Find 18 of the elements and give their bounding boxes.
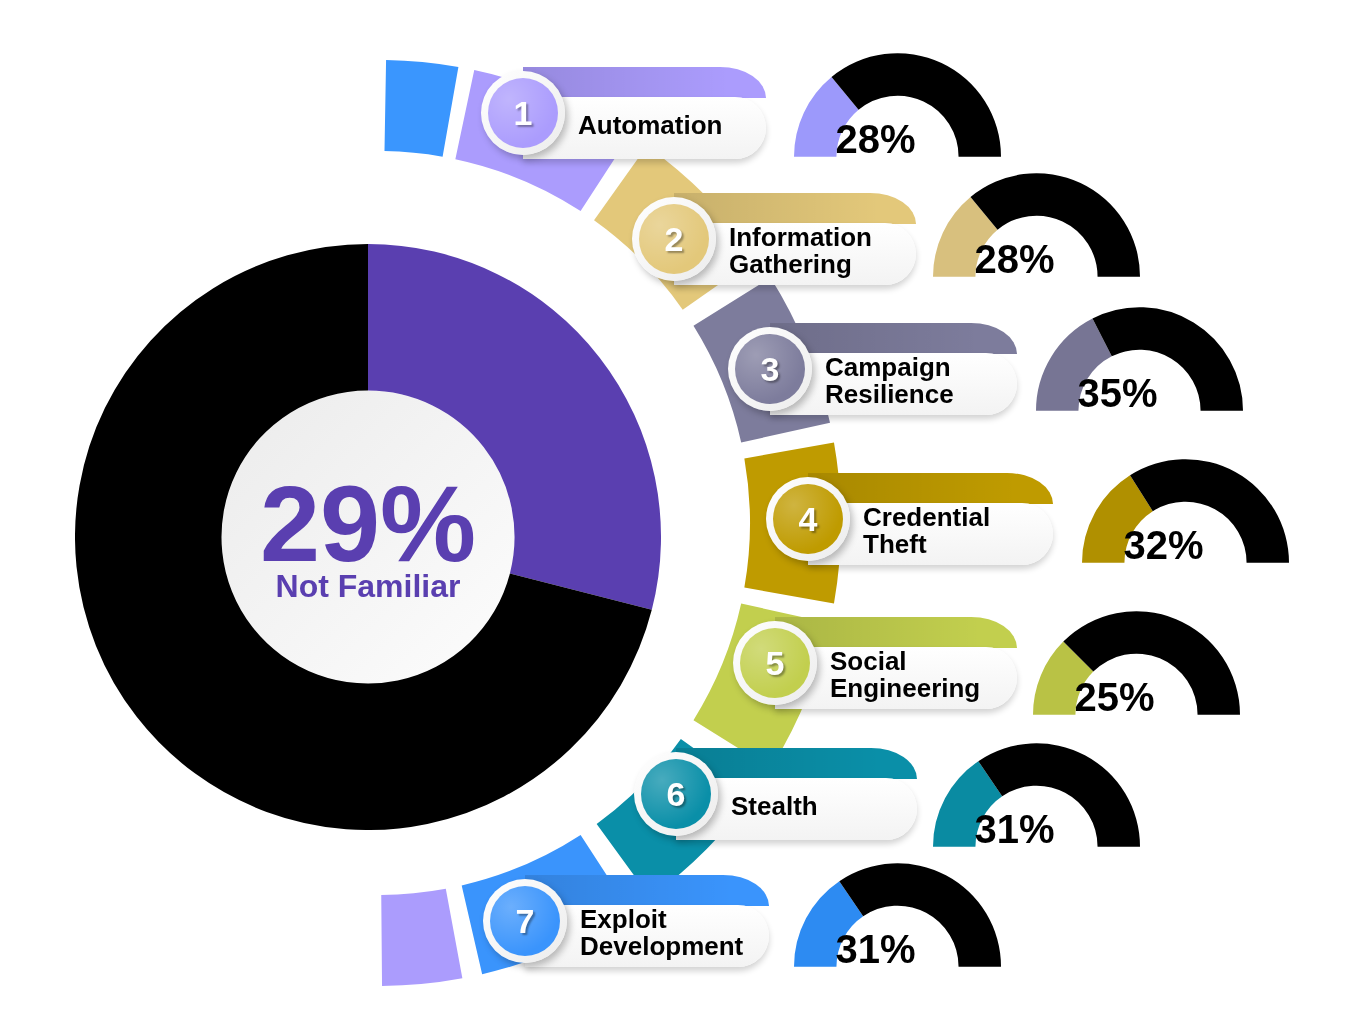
text: 4: [798, 500, 818, 538]
text: Credential Theft: [863, 502, 992, 559]
text: Automation: [578, 109, 723, 140]
data-label: 28%: [835, 116, 916, 161]
text: Social Engineering: [830, 646, 982, 703]
data-label: 35%: [1077, 370, 1158, 415]
text: 6: [666, 775, 686, 813]
text: Campaign Resilience: [825, 352, 955, 409]
text: Information Gathering: [729, 222, 873, 279]
text: Stealth: [731, 790, 818, 821]
data-label: 28%: [974, 236, 1055, 281]
text: 2: [664, 220, 684, 258]
text: 7: [515, 902, 535, 940]
data-label: 25%: [1074, 674, 1155, 719]
text: Exploit Development: [580, 904, 745, 961]
text: 1: [513, 94, 533, 132]
text: 5: [765, 644, 785, 682]
text: 3: [760, 350, 780, 388]
